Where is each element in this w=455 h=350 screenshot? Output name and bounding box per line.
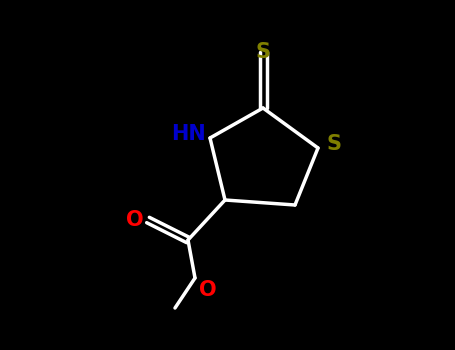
Text: S: S — [256, 42, 271, 62]
Text: HN: HN — [171, 124, 206, 144]
Text: O: O — [199, 280, 217, 300]
Text: O: O — [126, 210, 144, 230]
Text: S: S — [326, 134, 341, 154]
